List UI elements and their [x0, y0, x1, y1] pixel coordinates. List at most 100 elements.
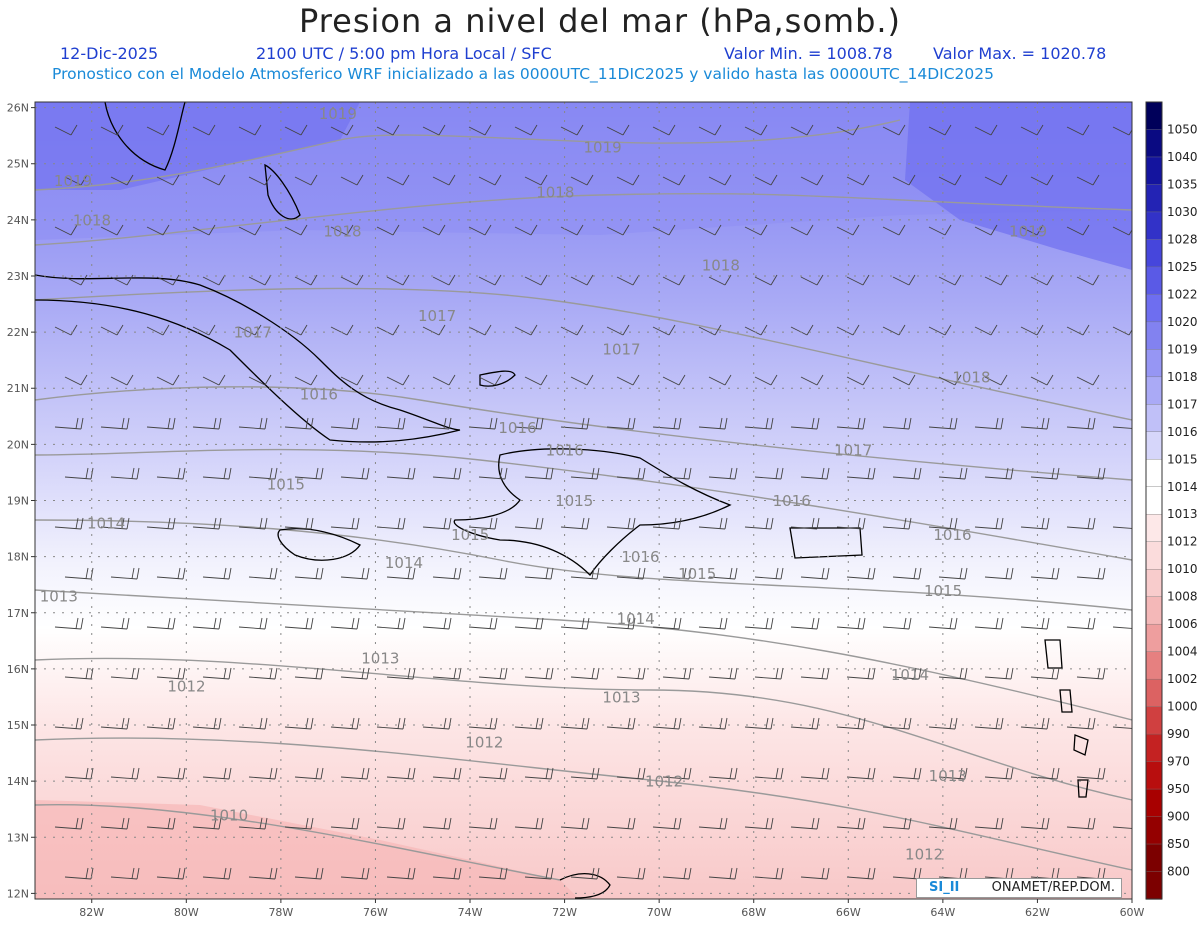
wind-barb — [708, 867, 738, 880]
wind-barb — [432, 374, 456, 386]
wind-barb — [744, 717, 774, 730]
wind-barb — [662, 867, 692, 880]
wind-barb — [790, 324, 814, 336]
lon-label: 70W — [647, 906, 672, 919]
latitude-axis: 26N 25N 24N 23N 22N 21N 20N 19N 18N 17N 16N 15N 14N 1… — [7, 102, 35, 900]
lon-label: 72W — [552, 906, 577, 919]
org-name: ONAMET/REP.DOM. — [991, 880, 1115, 895]
wind-barb — [744, 324, 768, 336]
legend-swatch — [1145, 678, 1163, 708]
isobar-label: 1018 — [952, 369, 990, 387]
wind-barb — [432, 467, 462, 480]
wind-barb — [846, 174, 870, 186]
isobar-label: 1016 — [773, 492, 811, 510]
wind-barb — [836, 124, 860, 136]
puerto-rico-coast — [789, 527, 863, 559]
wind-barb — [524, 374, 548, 386]
wind-barb — [1030, 667, 1060, 680]
wind-barb — [1020, 324, 1044, 336]
wind-barb — [560, 124, 584, 136]
wind-barb — [708, 667, 738, 680]
wind-barb — [376, 717, 406, 730]
wind-barb — [1066, 517, 1096, 530]
wind-barb — [422, 324, 446, 336]
wind-barb — [146, 417, 176, 430]
wind-barb — [64, 374, 88, 386]
wind-barb — [570, 767, 600, 780]
isobars — [35, 119, 1132, 881]
wind-barb — [192, 817, 222, 830]
wind-barb — [238, 224, 262, 236]
wind-barb — [432, 667, 462, 680]
wind-barb — [560, 517, 590, 530]
wind-barb — [340, 374, 364, 386]
wind-barb — [606, 224, 630, 236]
lat-label: 20N — [7, 438, 29, 451]
bahamas-andros — [264, 163, 301, 220]
wind-barb — [146, 124, 170, 136]
wind-barb — [422, 124, 446, 136]
wind-barb — [422, 224, 446, 236]
isobar-line — [35, 119, 901, 191]
lon-label: 74W — [458, 906, 483, 919]
wind-barb — [790, 417, 820, 430]
lon-label: 64W — [930, 906, 955, 919]
wind-barb — [524, 667, 554, 680]
wind-barb — [146, 517, 176, 530]
wind-barb — [478, 174, 502, 186]
wind-barb — [238, 817, 268, 830]
legend-swatch — [1145, 761, 1163, 790]
wind-barb — [54, 617, 84, 630]
wind-barb — [478, 374, 502, 386]
legend-label: 1006 — [1167, 617, 1198, 631]
wind-barb — [754, 667, 784, 680]
wind-barb — [1076, 374, 1100, 386]
wind-barb — [616, 467, 646, 480]
hispaniola-coast — [453, 448, 732, 577]
wind-barb — [652, 617, 682, 630]
lat-label: 25N — [7, 158, 29, 171]
wind-barb — [432, 767, 462, 780]
isobar-label: 1015 — [555, 492, 593, 510]
wind-barb — [984, 467, 1014, 480]
wind-barb — [376, 124, 400, 136]
plot-area: 1019 1019 1019 1019 1018 1018 1018 1018 1018 1017… — [35, 102, 1132, 899]
wind-barb — [478, 467, 508, 480]
wind-barb — [974, 817, 1004, 830]
legend-label: 1002 — [1167, 672, 1198, 686]
wind-barb — [882, 124, 906, 136]
lon-label: 76W — [363, 906, 388, 919]
wind-barb — [938, 274, 962, 286]
wind-barb — [330, 224, 354, 236]
wind-barb — [248, 174, 272, 186]
coastlines — [35, 102, 1089, 899]
wind-barb — [1066, 717, 1096, 730]
wind-barb — [892, 274, 916, 286]
legend-label: 1050 — [1167, 122, 1198, 136]
legend-swatch — [1145, 596, 1163, 625]
wind-barb — [238, 517, 268, 530]
wind-barb — [984, 667, 1014, 680]
wind-barb — [662, 374, 686, 386]
wind-barb — [974, 617, 1004, 630]
isobar-label: 1010 — [210, 806, 248, 824]
martinique — [1059, 689, 1073, 713]
wind-barb — [938, 174, 962, 186]
legend-swatch — [1145, 816, 1163, 845]
wind-barb — [1112, 226, 1132, 236]
time-info: 2100 UTC / 5:00 pm Hora Local / SFC — [256, 44, 552, 63]
wind-barb — [698, 617, 728, 630]
wind-barb — [192, 324, 216, 336]
wind-barb — [606, 324, 630, 336]
wind-barb — [984, 767, 1014, 780]
isobar-label: 1019 — [54, 172, 92, 190]
pressure-shading — [35, 102, 1132, 899]
wind-barb — [1066, 417, 1096, 430]
wind-barb — [846, 767, 876, 780]
lat-label: 24N — [7, 214, 29, 227]
wind-barb — [248, 667, 278, 680]
wind-barb — [790, 517, 820, 530]
wind-barb — [570, 174, 594, 186]
wind-barb — [294, 767, 324, 780]
wind-barb — [100, 124, 124, 136]
